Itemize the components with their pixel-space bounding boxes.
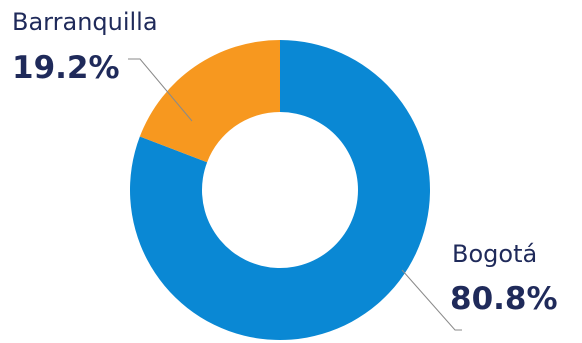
leader-line-barranquilla: [128, 58, 193, 122]
slice-label-bogota: Bogotá: [452, 240, 537, 268]
donut-slices: [130, 40, 430, 340]
slice-value-barranquilla: 19.2%: [12, 50, 120, 86]
slice-label-barranquilla: Barranquilla: [12, 8, 158, 36]
slice-value-bogota: 80.8%: [450, 281, 558, 317]
slice-barranquilla: [139, 40, 280, 163]
leader-line-bogota: [401, 269, 462, 331]
slice-bogot-: [130, 40, 430, 340]
